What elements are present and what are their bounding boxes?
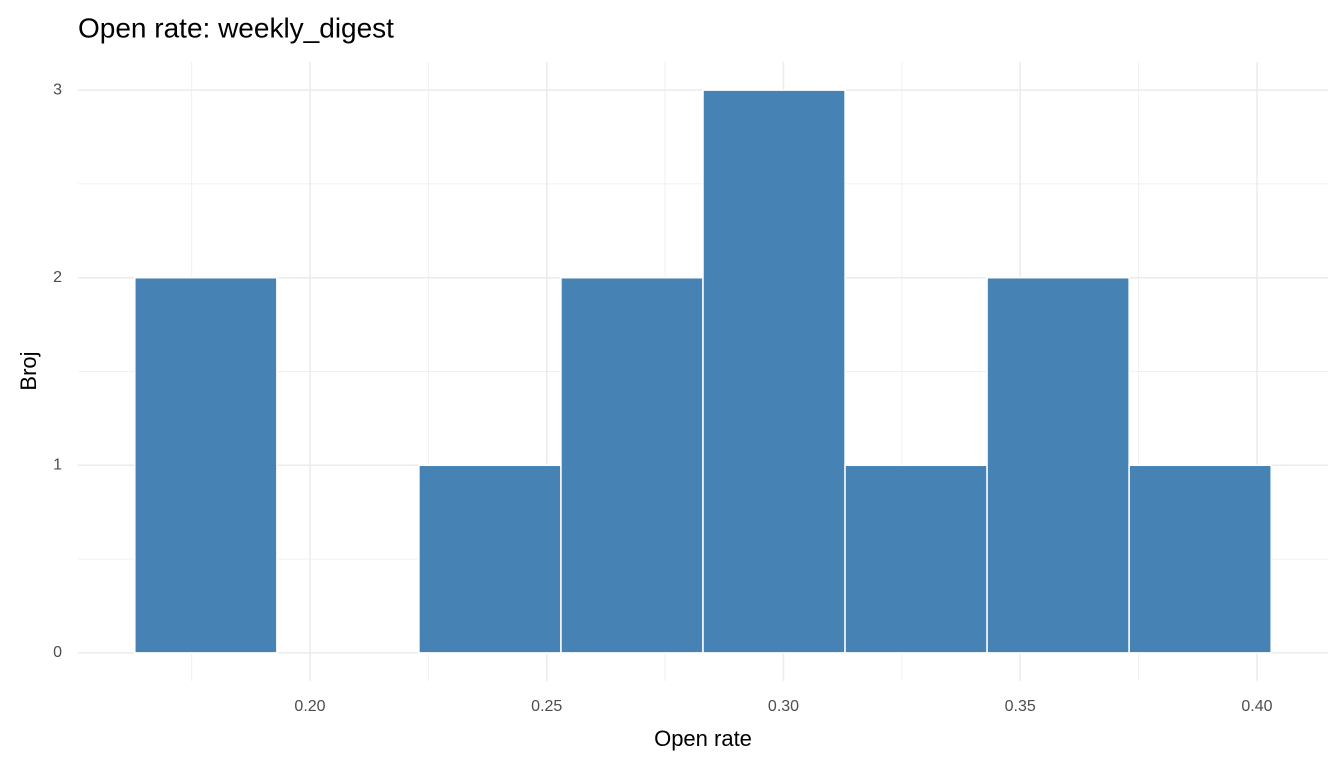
bar — [1128, 464, 1272, 654]
chart-title: Open rate: weekly_digest — [78, 12, 394, 43]
x-tick-label: 0.25 — [531, 698, 562, 715]
x-tick-label: 0.30 — [768, 698, 799, 715]
y-tick-label: 2 — [53, 269, 62, 286]
bar — [702, 89, 846, 654]
bar — [844, 464, 988, 654]
y-tick-label: 1 — [53, 457, 62, 474]
bar — [418, 464, 562, 654]
bar — [986, 276, 1130, 654]
y-axis-title: Broj — [16, 351, 41, 390]
bar — [134, 276, 278, 654]
bar — [560, 276, 704, 654]
y-tick-label: 0 — [53, 644, 62, 661]
y-tick-label: 3 — [53, 81, 62, 98]
x-tick-label: 0.20 — [294, 698, 325, 715]
x-tick-label: 0.40 — [1241, 698, 1272, 715]
x-tick-label: 0.35 — [1005, 698, 1036, 715]
x-axis-title: Open rate — [654, 726, 752, 751]
